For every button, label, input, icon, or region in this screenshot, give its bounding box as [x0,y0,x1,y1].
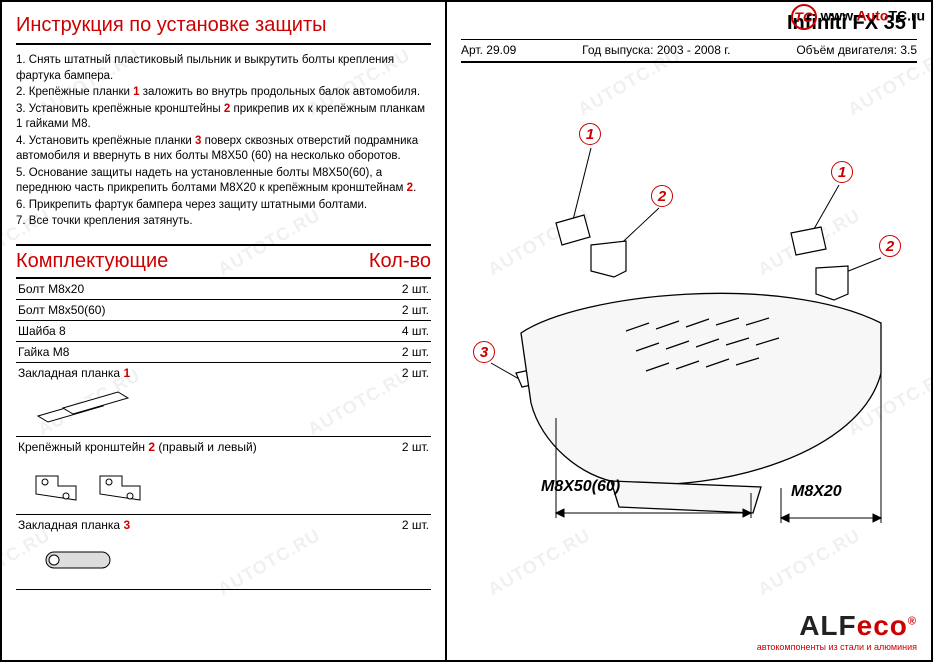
part-qty: 2 шт. [371,362,431,383]
part-qty: 2 шт. [371,279,431,300]
meta-art: Арт. 29.09 [461,43,516,57]
brand-tagline: автокомпоненты из стали и алюминия [757,642,917,652]
part-name: Закладная планка 1 [16,362,371,383]
site-logo: TC www.AutoTC.ru [791,4,925,30]
diagram-callout: 2 [879,235,901,257]
vehicle-meta: Арт. 29.09 Год выпуска: 2003 - 2008 г. О… [461,40,917,63]
table-row: Закладная планка 12 шт. [16,362,431,383]
diagram-svg [461,73,921,553]
diagram-callout: 3 [473,341,495,363]
part-name: Закладная планка 3 [16,515,371,536]
part-name: Гайка М8 [16,341,371,362]
table-row: Болт М8х50(60)2 шт. [16,299,431,320]
part-name: Болт М8х20 [16,279,371,300]
site-badge: TC [791,4,817,30]
parts-header: Комплектующие Кол-во [16,244,431,279]
instruction-step: 6. Прикрепить фартук бампера через защит… [16,198,431,214]
part-qty: 2 шт. [371,515,431,536]
qty-title: Кол-во [369,250,431,273]
exploded-diagram: 1 2 1 2 3 M8X50(60) M8X20 [461,63,917,563]
instruction-step: 5. Основание защиты надеть на установлен… [16,166,431,197]
meta-year: Год выпуска: 2003 - 2008 г. [582,43,730,57]
right-column: Infiniti FX 35 I Арт. 29.09 Год выпуска:… [447,2,931,660]
parts-table: Болт М8х202 шт.Болт М8х50(60)2 шт.Шайба … [16,279,431,590]
part-name: Болт М8х50(60) [16,299,371,320]
left-column: Инструкция по установке защиты 1. Снять … [2,2,447,660]
part-name: Шайба 8 [16,320,371,341]
instruction-step: 3. Установить крепёжные кронштейны 2 при… [16,102,431,133]
brand-name: ALFeco® [799,610,917,641]
table-row: Гайка М82 шт. [16,341,431,362]
bolt-dimension-label: M8X50(60) [541,478,620,496]
instruction-step: 4. Установить крепёжные планки 3 поверх … [16,134,431,165]
table-row-image [16,457,431,515]
document-page: AUTOTC.RU AUTOTC.RU AUTOTC.RU AUTOTC.RU … [0,0,933,662]
diagram-callout: 2 [651,185,673,207]
table-row: Шайба 84 шт. [16,320,431,341]
diagram-callout: 1 [831,161,853,183]
site-url: www.AutoTC.ru [821,8,926,24]
table-row-image [16,535,431,589]
part-sketch [16,535,431,589]
part-qty: 2 шт. [371,437,431,458]
part-qty: 2 шт. [371,299,431,320]
parts-title: Комплектующие [16,250,168,273]
meta-engine: Объём двигателя: 3.5 [796,43,917,57]
bolt-dimension-label: M8X20 [791,483,842,501]
instruction-step: 2. Крепёжные планки 1 заложить во внутрь… [16,85,431,101]
table-row: Закладная планка 32 шт. [16,515,431,536]
part-name: Крепёжный кронштейн 2 (правый и левый) [16,437,371,458]
part-sketch [16,457,431,515]
instructions-title: Инструкция по установке защиты [16,14,431,45]
part-qty: 2 шт. [371,341,431,362]
part-qty: 4 шт. [371,320,431,341]
diagram-callout: 1 [579,123,601,145]
instructions-list: 1. Снять штатный пластиковый пыльник и в… [16,53,431,230]
table-row-image [16,383,431,437]
brand-logo: ALFeco® автокомпоненты из стали и алюмин… [757,610,917,652]
table-row: Крепёжный кронштейн 2 (правый и левый)2 … [16,437,431,458]
table-row: Болт М8х202 шт. [16,279,431,300]
instruction-step: 1. Снять штатный пластиковый пыльник и в… [16,53,431,84]
instruction-step: 7. Все точки крепления затянуть. [16,214,431,230]
part-sketch [16,383,431,437]
